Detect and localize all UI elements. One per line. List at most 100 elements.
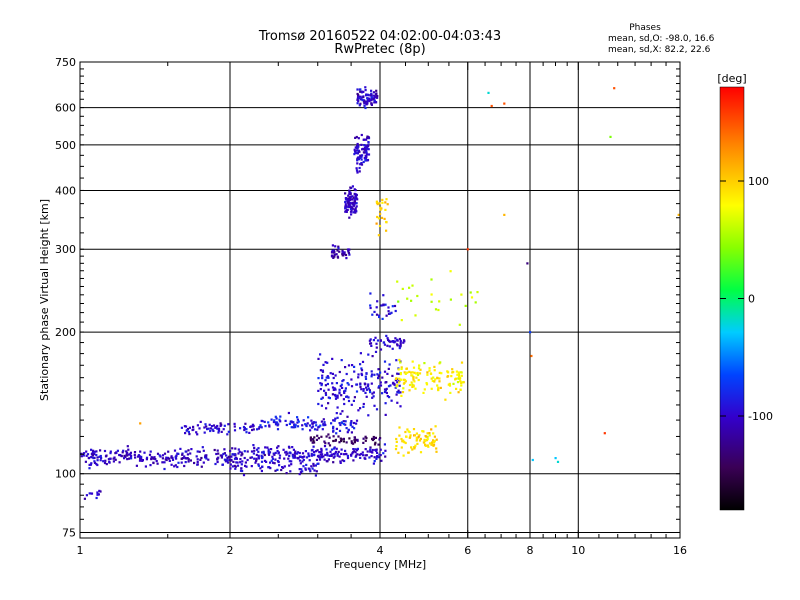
echo-point: [353, 427, 356, 430]
echo-point: [353, 450, 356, 453]
echo-point: [257, 450, 260, 453]
echo-point: [271, 457, 274, 460]
echo-point: [109, 452, 112, 455]
echo-point: [342, 398, 345, 401]
echo-point: [125, 453, 128, 456]
echo-point: [353, 148, 356, 151]
echo-point: [139, 422, 142, 425]
echo-point: [460, 381, 463, 385]
echo-point: [351, 185, 354, 188]
echo-point: [293, 452, 297, 455]
echo-point: [322, 418, 325, 421]
axis-tick-labels: 1 2 4 6 8 10 16 75 100 200 300 400 500 600 750: [55, 56, 687, 557]
echo-point: [379, 212, 382, 215]
echo-point: [248, 431, 251, 434]
echo-point: [321, 428, 324, 431]
echo-point: [241, 460, 244, 463]
echo-point: [260, 454, 263, 457]
echo-point: [319, 453, 322, 456]
echo-point: [133, 453, 136, 456]
echo-point: [359, 352, 362, 355]
echo-point: [338, 441, 341, 444]
echo-point: [311, 448, 314, 452]
echo-point: [430, 300, 433, 303]
echo-point: [293, 454, 296, 457]
echo-point: [336, 406, 339, 409]
echo-point: [240, 463, 243, 466]
echo-point: [434, 425, 437, 428]
echo-point: [360, 372, 363, 375]
echo-point: [373, 456, 376, 459]
echo-point: [371, 313, 374, 316]
echo-point: [370, 99, 373, 102]
echo-point: [165, 456, 168, 459]
echo-point: [326, 460, 329, 463]
echo-point: [186, 457, 189, 460]
echo-point: [306, 422, 309, 425]
echo-point: [377, 456, 380, 459]
echo-point: [296, 425, 300, 428]
echo-point: [263, 453, 266, 457]
echo-point: [126, 451, 129, 454]
echo-point: [487, 91, 490, 94]
echo-point: [129, 451, 132, 454]
echo-point: [349, 193, 352, 196]
echo-point: [613, 87, 616, 90]
echo-point: [402, 454, 405, 457]
echo-point: [170, 455, 173, 458]
echo-point: [352, 211, 355, 214]
echo-point: [251, 428, 254, 432]
echo-point: [397, 300, 400, 303]
echo-point: [383, 343, 386, 346]
echo-point: [249, 425, 252, 428]
echo-point: [350, 209, 353, 212]
echo-point: [202, 461, 205, 464]
echo-point: [322, 455, 325, 458]
echo-point: [165, 458, 168, 462]
echo-point: [402, 341, 405, 344]
echo-point: [359, 90, 362, 93]
echo-point: [407, 451, 410, 454]
x-tick-label: 2: [227, 544, 234, 557]
echo-point: [437, 388, 440, 391]
echo-point: [326, 361, 329, 364]
echo-point: [347, 396, 350, 399]
echo-point: [355, 390, 359, 393]
echo-point: [381, 198, 384, 201]
echo-point: [440, 372, 443, 375]
echo-point: [226, 433, 229, 436]
echo-point: [362, 441, 365, 444]
echo-point: [90, 462, 93, 465]
echo-point: [339, 461, 342, 464]
echo-point: [360, 96, 364, 99]
echo-point: [401, 391, 405, 394]
echo-point: [362, 100, 365, 103]
echo-point: [379, 208, 382, 211]
echo-point: [350, 205, 353, 209]
echo-point: [357, 373, 360, 376]
echo-point: [237, 448, 240, 451]
echo-point: [458, 377, 461, 380]
echo-point: [353, 200, 356, 203]
echo-point: [369, 304, 372, 307]
echo-point: [379, 384, 383, 387]
echo-point: [344, 192, 347, 195]
echo-point: [244, 464, 247, 467]
echo-point: [365, 94, 368, 97]
echo-point: [405, 435, 408, 438]
echo-point: [340, 394, 343, 397]
echo-point: [427, 445, 430, 448]
echo-point: [261, 451, 264, 454]
echo-point: [353, 197, 356, 200]
echo-point: [366, 97, 369, 100]
echo-point: [265, 460, 268, 463]
echo-point: [316, 428, 319, 431]
echo-point: [309, 436, 312, 439]
echo-point: [381, 317, 384, 320]
x-tick-label: 6: [464, 544, 471, 557]
echo-point: [323, 421, 326, 424]
echo-point: [375, 94, 378, 97]
echo-point: [411, 385, 414, 388]
echo-point: [200, 456, 203, 460]
echo-point: [314, 474, 317, 477]
